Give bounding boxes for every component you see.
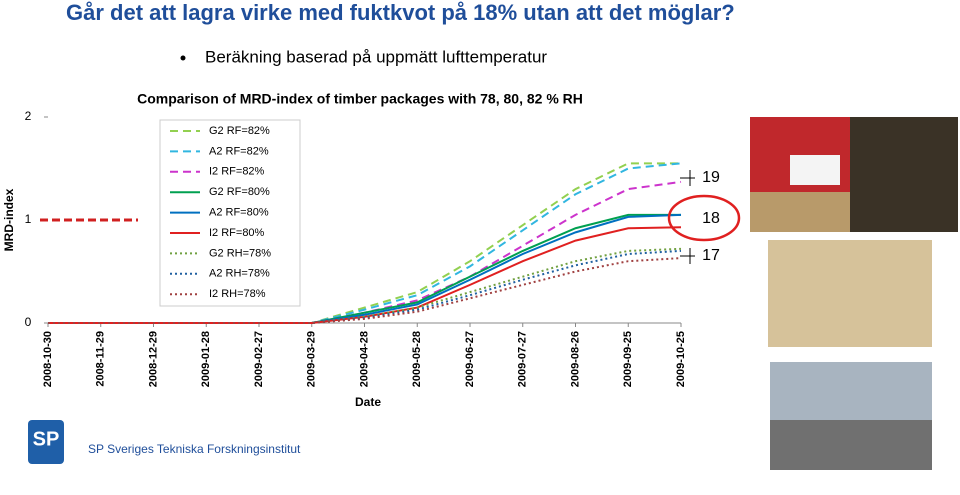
- legend-label: G2 RF=82%: [209, 125, 270, 137]
- chart-title: Comparison of MRD-index of timber packag…: [137, 91, 583, 107]
- highlight-circle: [667, 194, 741, 242]
- legend-label: I2 RH=78%: [209, 288, 266, 300]
- x-tick-label: 2009-07-27: [517, 331, 529, 387]
- x-tick-label: 2009-01-28: [200, 331, 212, 387]
- logo-shield: [28, 420, 64, 464]
- legend-label: A2 RH=78%: [209, 268, 270, 280]
- line-series: [48, 180, 682, 324]
- footer: SP Sveriges Tekniska Forskningsinstitut: [88, 442, 301, 456]
- legend-label: A2 RF=82%: [209, 145, 269, 157]
- x-tick-label: 2008-10-30: [42, 331, 54, 387]
- photo: [768, 240, 932, 347]
- logo: SP: [33, 428, 60, 450]
- x-tick-label: 2009-10-25: [675, 331, 687, 387]
- annotation: 17: [702, 247, 720, 264]
- legend-label: I2 RF=82%: [209, 166, 265, 178]
- photo-sign: [790, 155, 840, 185]
- x-tick-label: 2009-09-25: [622, 331, 634, 387]
- bullet-dot: [180, 55, 186, 61]
- x-tick-label: 2009-08-26: [569, 331, 581, 387]
- x-tick-label: 2009-05-28: [411, 331, 423, 387]
- slide-title: Går det att lagra virke med fuktkvot på …: [66, 0, 735, 25]
- bracket: [680, 248, 695, 264]
- photo: [850, 117, 958, 232]
- x-axis-label: Date: [355, 395, 381, 409]
- y-tick-label: 1: [25, 212, 32, 226]
- x-tick-label: 2009-04-28: [358, 331, 370, 387]
- legend-label: G2 RH=78%: [209, 247, 271, 259]
- y-tick-label: 2: [25, 109, 32, 123]
- legend-label: I2 RF=80%: [209, 227, 265, 239]
- legend-label: G2 RF=80%: [209, 186, 270, 198]
- line-series: [48, 162, 681, 324]
- photo-ground: [770, 420, 932, 470]
- bracket: [680, 170, 695, 186]
- annotation: 18: [702, 210, 720, 227]
- photo-pallets: [750, 192, 850, 232]
- x-tick-label: 2009-06-27: [464, 331, 476, 387]
- line-series: [48, 257, 682, 324]
- annotations: 19 18 17: [667, 169, 741, 264]
- legend-label: A2 RF=80%: [209, 207, 269, 219]
- x-tick-label: 2008-11-29: [95, 331, 107, 387]
- bullet: Beräkning baserad på uppmätt lufttempera…: [205, 47, 547, 66]
- x-tick-label: 2009-03-29: [306, 331, 318, 387]
- y-axis-label: MRD-index: [2, 188, 16, 251]
- y-tick-label: 0: [25, 315, 32, 329]
- x-tick-label: 2009-02-27: [253, 331, 265, 387]
- line-series: [48, 162, 682, 324]
- annotation: 19: [702, 169, 720, 186]
- x-tick-label: 2008-12-29: [147, 331, 159, 387]
